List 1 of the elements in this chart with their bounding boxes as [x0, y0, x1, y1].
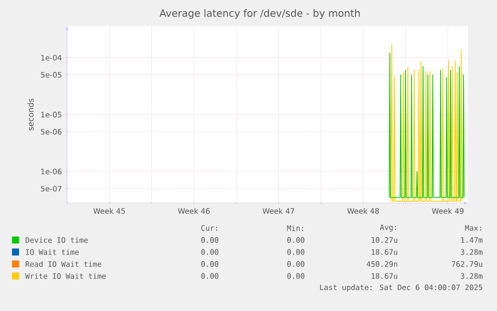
chart-title: Average latency for /dev/sde - by month [160, 9, 360, 19]
